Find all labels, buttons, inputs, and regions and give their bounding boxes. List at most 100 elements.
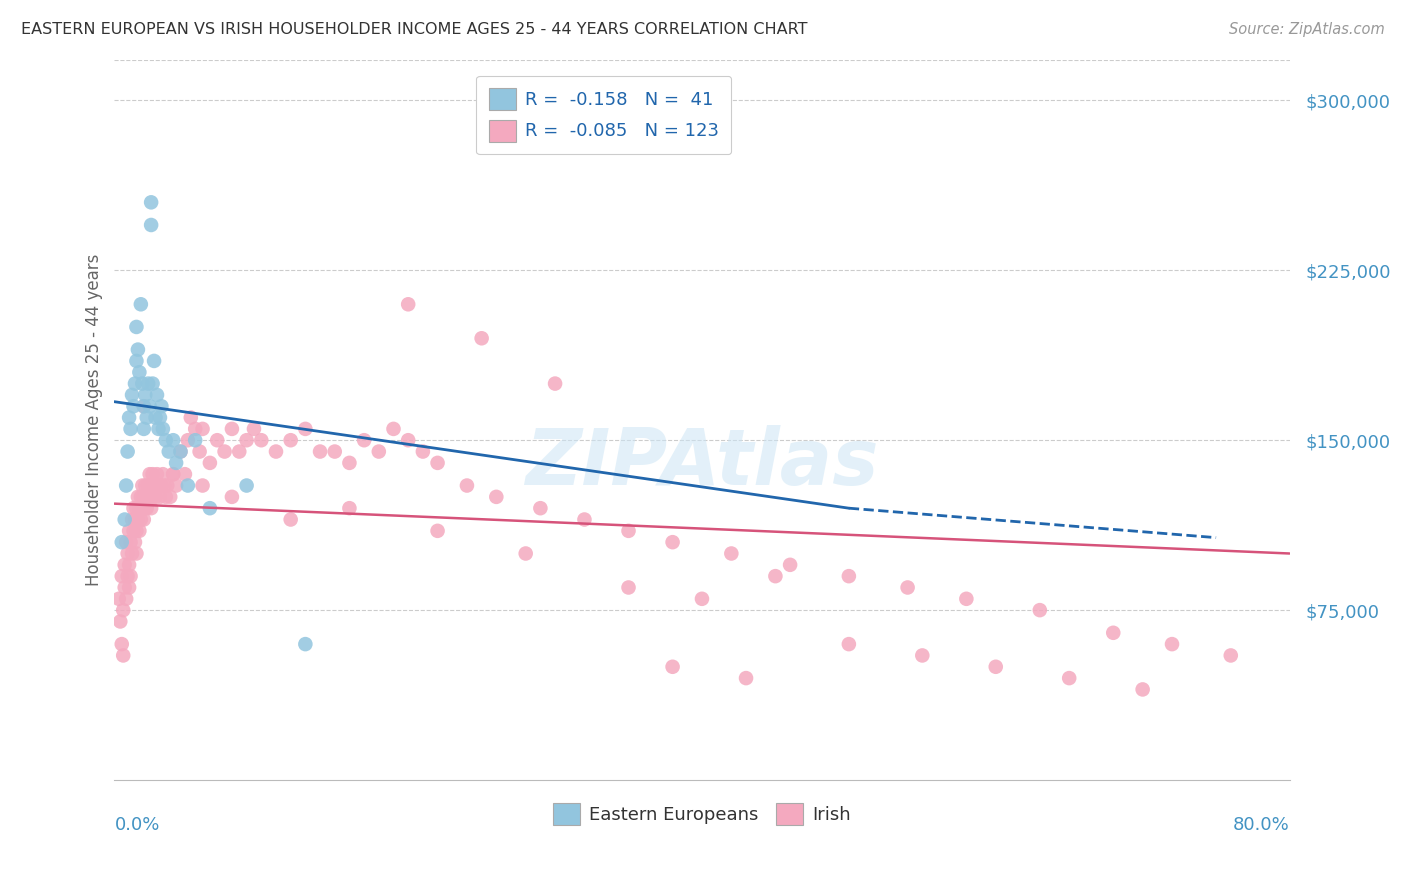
Point [124,376,146,391]
Point [661,535,683,549]
Point [127,490,149,504]
Point [955,591,977,606]
Point [426,524,449,538]
Point [112,603,135,617]
Point [412,444,434,458]
Point [456,478,478,492]
Point [214,444,236,458]
Point [574,512,596,526]
Point [515,547,537,561]
Point [132,490,155,504]
Point [156,478,179,492]
Point [228,444,250,458]
Point [127,343,149,357]
Point [382,422,405,436]
Point [115,535,138,549]
Point [153,478,176,492]
Point [128,524,150,538]
Point [984,660,1007,674]
Point [184,422,207,436]
Point [191,478,214,492]
Point [114,558,136,572]
Point [138,467,160,482]
Point [243,422,266,436]
Point [134,478,156,492]
Point [111,535,134,549]
Point [145,490,167,504]
Point [735,671,758,685]
Point [128,501,150,516]
Point [132,422,155,436]
Point [155,490,177,504]
Point [911,648,934,663]
Point [146,467,169,482]
Point [1102,625,1125,640]
Point [122,399,145,413]
Point [157,444,180,458]
Point [138,399,160,413]
Legend: Eastern Europeans, Irish: Eastern Europeans, Irish [546,796,858,832]
Point [117,569,139,583]
Point [114,581,136,595]
Point [221,490,243,504]
Point [188,444,211,458]
Point [118,558,141,572]
Point [198,501,221,516]
Point [136,490,159,504]
Point [142,490,165,504]
Point [617,524,640,538]
Point [108,591,131,606]
Point [353,434,375,448]
Text: 80.0%: 80.0% [1233,816,1289,834]
Point [117,444,139,458]
Point [125,547,148,561]
Point [127,512,149,526]
Point [115,591,138,606]
Point [132,512,155,526]
Point [471,331,494,345]
Point [221,422,243,436]
Point [135,410,157,425]
Point [544,376,567,391]
Point [165,478,187,492]
Point [150,478,173,492]
Point [131,478,153,492]
Point [162,467,184,482]
Point [661,660,683,674]
Point [135,490,157,504]
Point [426,456,449,470]
Point [112,648,135,663]
Point [136,478,159,492]
Point [120,422,142,436]
Point [139,218,162,232]
Point [485,490,508,504]
Point [180,410,202,425]
Point [174,467,197,482]
Point [143,478,166,492]
Point [131,501,153,516]
Point [162,434,184,448]
Point [177,478,200,492]
Point [129,297,152,311]
Point [779,558,801,572]
Point [294,422,316,436]
Point [838,637,860,651]
Point [131,376,153,391]
Point [765,569,787,583]
Point [124,512,146,526]
Point [134,388,156,402]
Point [720,547,742,561]
Point [124,535,146,549]
Point [155,434,177,448]
Point [169,444,191,458]
Point [198,456,221,470]
Text: 0.0%: 0.0% [114,816,160,834]
Point [1057,671,1080,685]
Point [150,399,173,413]
Point [125,501,148,516]
Point [169,444,191,458]
Point [250,434,273,448]
Point [114,512,136,526]
Point [146,388,169,402]
Point [125,320,148,334]
